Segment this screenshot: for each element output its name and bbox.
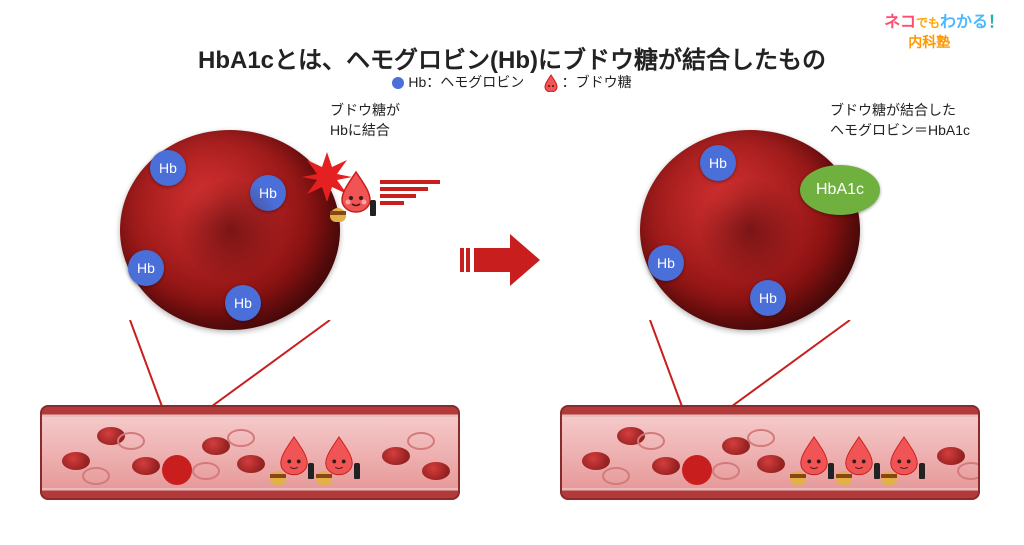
soda-icon (354, 463, 360, 479)
rbc-outline (407, 432, 435, 450)
rbc-small (937, 447, 965, 465)
rbc-small (132, 457, 160, 475)
rbc-outline (117, 432, 145, 450)
logo-part3: わかる (940, 14, 988, 31)
soda-icon (828, 463, 834, 479)
hb-legend-dot (392, 77, 404, 89)
burger-icon (836, 471, 852, 485)
soda-icon (308, 463, 314, 479)
soda-icon (919, 463, 925, 479)
soda-icon (874, 463, 880, 479)
rbc-small (202, 437, 230, 455)
red-blood-cell-big-right: Hb Hb Hb HbA1c (640, 130, 860, 330)
rbc-highlighted (164, 457, 190, 483)
burger-icon (316, 471, 332, 485)
rbc-outline (227, 429, 255, 447)
transition-arrow-icon (460, 220, 540, 300)
rbc-small (237, 455, 265, 473)
glucose-droplet-icon (338, 170, 374, 214)
legend-hb: Hb：ヘモグロビン (408, 74, 524, 90)
glucose-droplet-icon (797, 435, 831, 477)
hb-badge: Hb (250, 175, 286, 211)
rbc-outline (637, 432, 665, 450)
rbc-small (382, 447, 410, 465)
soda-icon (370, 200, 376, 216)
rbc-small (62, 452, 90, 470)
page-title: HbA1cとは、ヘモグロビン(Hb)にブドウ糖が結合したもの (0, 40, 1024, 75)
burger-icon (330, 208, 346, 222)
logo-part5: ！ (988, 14, 1004, 31)
burger-icon (881, 471, 897, 485)
burger-icon (790, 471, 806, 485)
rbc-outline (192, 462, 220, 480)
hb-badge: Hb (700, 145, 736, 181)
hb-badge: Hb (128, 250, 164, 286)
rbc-small (652, 457, 680, 475)
hba1c-badge: HbA1c (800, 165, 880, 215)
hb-badge: Hb (648, 245, 684, 281)
hb-badge: Hb (225, 285, 261, 321)
legend: Hb：ヘモグロビン ：ブドウ糖 (0, 72, 1024, 92)
burger-icon (270, 471, 286, 485)
rbc-outline (957, 462, 980, 480)
logo-part2: でも (916, 16, 940, 30)
rbc-small (422, 462, 450, 480)
panel-after: Hb Hb Hb HbA1c (560, 120, 980, 500)
rbc-outline (747, 429, 775, 447)
panel-before: Hb Hb Hb Hb (40, 120, 460, 500)
rbc-small (757, 455, 785, 473)
glucose-legend-icon (544, 74, 558, 92)
blood-vessel-left (40, 405, 460, 500)
rbc-outline (82, 467, 110, 485)
rbc-small (722, 437, 750, 455)
speed-lines (380, 180, 440, 210)
hb-badge: Hb (150, 150, 186, 186)
rbc-small (582, 452, 610, 470)
legend-glucose: ：ブドウ糖 (562, 74, 632, 90)
blood-vessel-right (560, 405, 980, 500)
rbc-outline (712, 462, 740, 480)
rbc-highlighted (684, 457, 710, 483)
hb-badge: Hb (750, 280, 786, 316)
logo-part1: ネコ (884, 14, 916, 31)
glucose-droplet-icon (277, 435, 311, 477)
rbc-outline (602, 467, 630, 485)
